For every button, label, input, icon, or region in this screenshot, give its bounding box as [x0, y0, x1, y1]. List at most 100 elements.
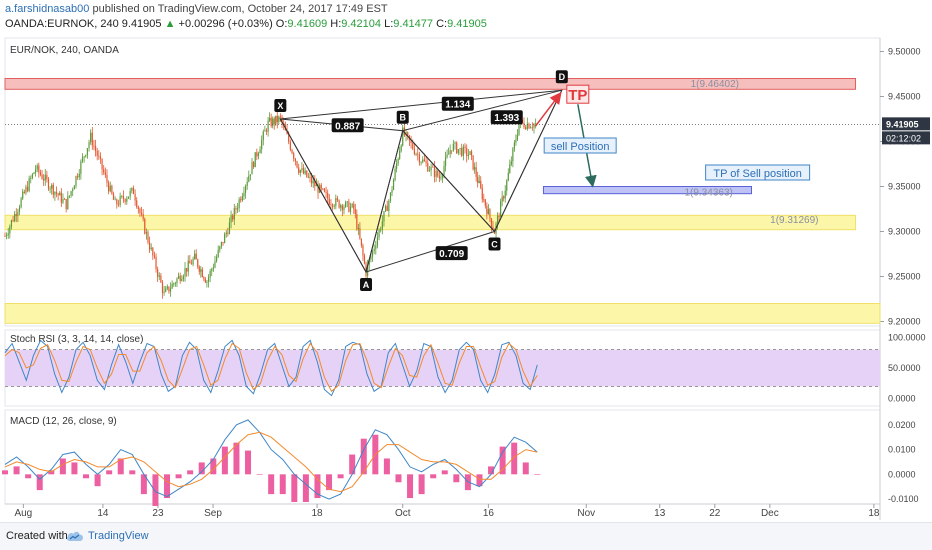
- ratio-label: 1.393: [494, 113, 519, 124]
- candle-body: [78, 173, 80, 178]
- candle-body: [244, 185, 247, 193]
- candle-body: [381, 221, 383, 230]
- candle-body: [256, 152, 258, 157]
- tp-label: TP: [568, 87, 587, 104]
- candle-body: [333, 205, 335, 207]
- candle-body: [475, 167, 477, 177]
- y-tick-label: 9.35000: [888, 182, 921, 192]
- publisher-user-link[interactable]: a.farshidnasab00: [5, 3, 90, 15]
- last-price: 9.41905: [121, 18, 162, 30]
- macd-histogram-bar: [522, 462, 529, 475]
- candle-body: [190, 263, 193, 265]
- candle-body: [383, 211, 385, 222]
- candle-body: [240, 199, 242, 201]
- candle-body: [215, 256, 218, 262]
- macd-histogram-bar: [499, 446, 506, 475]
- pattern-point-label: C: [491, 240, 498, 250]
- candle-body: [259, 149, 261, 154]
- change-up-icon: ▲: [164, 18, 176, 30]
- candle-body: [301, 168, 303, 171]
- candle-body: [535, 123, 537, 125]
- candle-body: [227, 232, 229, 234]
- candle-body: [211, 269, 213, 272]
- candle-body: [70, 191, 72, 196]
- tp-sell-label: TP of Sell position: [713, 168, 801, 180]
- candle-body: [253, 162, 255, 168]
- macd-title: MACD (12, 26, close, 9): [10, 416, 117, 427]
- candle-body: [428, 170, 431, 172]
- candle-body: [73, 185, 75, 190]
- x-tick-label: 13: [654, 508, 666, 519]
- candle-body: [257, 153, 260, 157]
- candle-body: [81, 157, 84, 162]
- candle-body: [126, 198, 128, 202]
- candle-body: [179, 275, 181, 281]
- candle-body: [241, 196, 243, 201]
- candle-body: [168, 286, 170, 292]
- candle-body: [410, 140, 412, 143]
- candle-body: [353, 203, 355, 209]
- macd-histogram-bar: [245, 450, 252, 475]
- candle-body: [254, 152, 256, 168]
- candle-body: [425, 161, 427, 164]
- candle-body: [533, 124, 535, 128]
- candle-body: [39, 172, 42, 175]
- candle-body: [111, 185, 113, 194]
- candle-body: [357, 227, 359, 230]
- macd-histogram-bar: [36, 474, 43, 491]
- y-tick-label: 9.45000: [888, 92, 921, 102]
- candle-body: [407, 132, 409, 136]
- candle-body: [86, 148, 89, 156]
- candle-body: [515, 139, 517, 143]
- candle-body: [119, 196, 121, 205]
- macd-histogram-bar: [511, 442, 518, 475]
- candle-body: [370, 256, 372, 260]
- candle-body: [228, 222, 231, 234]
- candle-body: [10, 220, 13, 227]
- x-tick-label: 14: [97, 508, 109, 519]
- harmonic-xd-line: [280, 89, 562, 120]
- candle-body: [14, 214, 16, 222]
- candle-body: [354, 208, 356, 215]
- tradingview-brand-link[interactable]: TradingView: [88, 530, 149, 542]
- candle-body: [90, 132, 92, 143]
- candle-body: [356, 214, 358, 230]
- candle-body: [420, 162, 422, 164]
- candle-body: [17, 211, 19, 216]
- candle-body: [269, 117, 271, 121]
- candle-body: [207, 277, 210, 282]
- candle-body: [68, 195, 71, 197]
- symbol-legend: OANDA:EURNOK, 240 9.41905 ▲ +0.00296 (+0…: [5, 18, 487, 30]
- candle-body: [461, 147, 463, 156]
- candle-body: [235, 208, 237, 210]
- chart-area[interactable]: Aug 14 23 Sep 18 Oct 16 Nov 13 22 Dec 18 9.50000 9.45…: [0, 0, 932, 522]
- candle-body: [129, 190, 131, 197]
- candle-body: [293, 153, 295, 159]
- candle-body: [103, 169, 105, 173]
- tp-box: [566, 84, 590, 104]
- candle-body: [454, 142, 456, 144]
- candle-body: [500, 201, 502, 218]
- candle-body: [31, 173, 33, 179]
- x-tick-label: 22: [709, 508, 721, 519]
- candle-body: [302, 168, 305, 174]
- candle-body: [363, 255, 366, 264]
- candle-body: [23, 191, 25, 193]
- candle-body: [441, 174, 444, 178]
- macd-histogram-bar: [337, 474, 344, 479]
- x-tick-label: 23: [152, 508, 164, 519]
- candle-body: [486, 205, 488, 215]
- candle-body: [375, 245, 377, 249]
- candle-body: [317, 184, 319, 193]
- x-tick-label: Nov: [577, 508, 595, 519]
- macd-histogram-bar: [187, 470, 194, 475]
- candle-body: [437, 170, 439, 177]
- countdown-tag-label: 02:12:02: [886, 133, 921, 143]
- candle-body: [195, 253, 197, 260]
- candle-body: [54, 191, 56, 195]
- candle-body: [33, 172, 35, 174]
- candle-body: [131, 187, 133, 191]
- candle-body: [192, 258, 194, 265]
- candle-body: [109, 185, 111, 192]
- macd-histogram-bar: [302, 474, 309, 503]
